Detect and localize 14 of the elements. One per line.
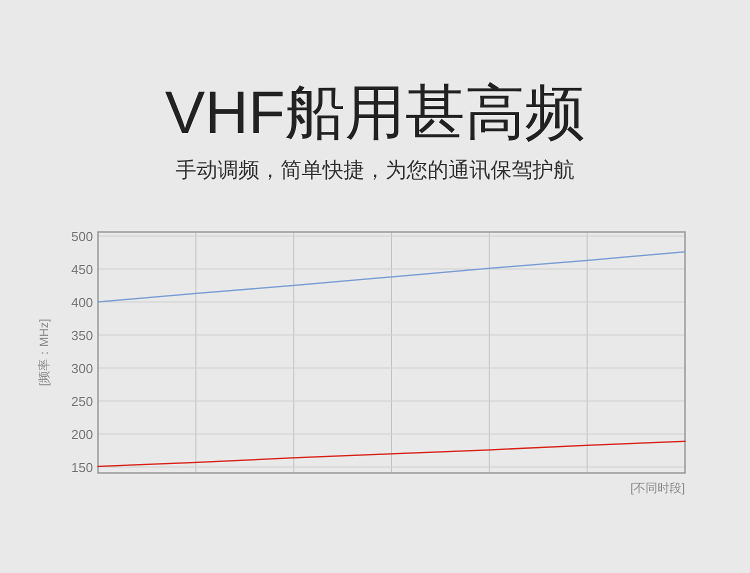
line-series bbox=[97, 440, 686, 468]
y-tick-label: 450 bbox=[71, 262, 93, 277]
chart-title: VHF船用甚高频 bbox=[165, 79, 585, 146]
y-tick-label: 200 bbox=[71, 427, 93, 442]
y-tick-label: 300 bbox=[71, 361, 93, 376]
chart-subtitle: 手动调频，简单快捷，为您的通讯保驾护航 bbox=[176, 159, 574, 182]
line-series bbox=[97, 251, 686, 303]
y-axis-title: [频率：MHz] bbox=[37, 318, 51, 386]
y-tick-label: 350 bbox=[71, 328, 93, 344]
y-tick-label: 400 bbox=[71, 294, 93, 310]
y-tick-label: 500 bbox=[71, 228, 93, 244]
y-tick-label: 250 bbox=[71, 394, 93, 410]
y-tick-label: 150 bbox=[71, 460, 93, 476]
x-axis-title: [不同时段] bbox=[630, 481, 685, 495]
